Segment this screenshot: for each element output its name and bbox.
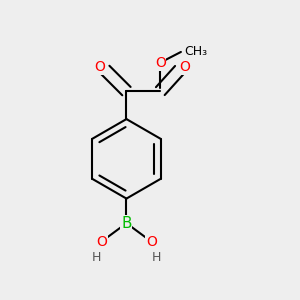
Text: O: O bbox=[179, 60, 190, 74]
Text: B: B bbox=[121, 216, 132, 231]
Text: O: O bbox=[146, 235, 157, 249]
Text: H: H bbox=[152, 251, 161, 264]
Text: H: H bbox=[92, 251, 101, 264]
Text: O: O bbox=[94, 60, 105, 74]
Text: O: O bbox=[155, 56, 166, 70]
Text: CH₃: CH₃ bbox=[184, 45, 207, 58]
Text: O: O bbox=[96, 235, 107, 249]
